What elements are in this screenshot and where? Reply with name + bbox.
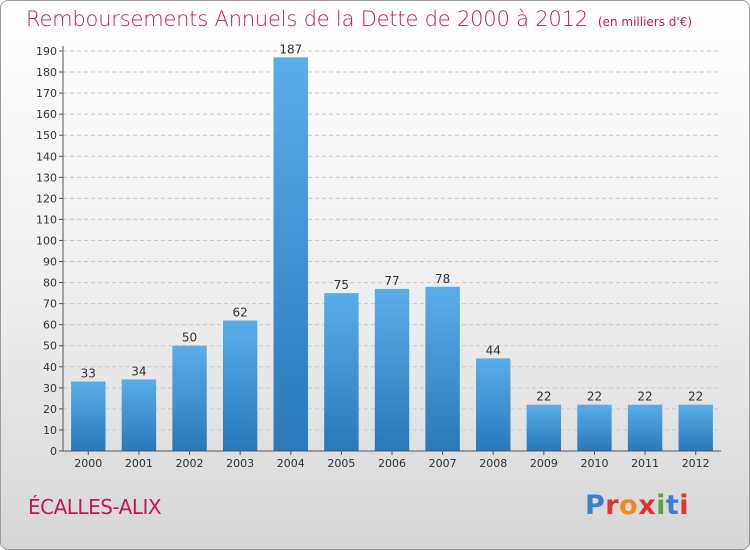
logo-letter: P (585, 490, 606, 521)
x-tick-label: 2011 (631, 457, 659, 470)
y-tick-label: 140 (36, 150, 57, 163)
bar (374, 288, 410, 451)
proxiti-logo: Proxiti (585, 490, 689, 521)
bar (627, 404, 663, 451)
y-tick-label: 160 (36, 108, 57, 121)
chart-title: Remboursements Annuels de la Dette de 20… (26, 7, 692, 31)
bar (678, 404, 713, 451)
x-tick-label: 2009 (530, 457, 558, 470)
y-tick-label: 80 (43, 277, 57, 290)
bar-value-label: 50 (182, 331, 197, 345)
y-tick-label: 10 (43, 424, 57, 437)
y-tick-label: 50 (43, 340, 57, 353)
bar (425, 286, 460, 451)
bar-value-label: 22 (536, 390, 551, 404)
logo-letter: x (638, 490, 657, 521)
x-tick-label: 2005 (327, 457, 355, 470)
y-tick-label: 30 (43, 382, 57, 395)
commune-name: ÉCALLES-ALIX (28, 495, 162, 519)
bar-value-label: 62 (233, 305, 248, 319)
bar (121, 379, 157, 451)
y-tick-label: 150 (36, 129, 57, 142)
x-tick-label: 2006 (378, 457, 406, 470)
x-tick-label: 2008 (479, 457, 507, 470)
y-tick-label: 20 (43, 403, 57, 416)
x-tick-label: 2003 (226, 457, 254, 470)
x-tick-label: 2010 (580, 457, 608, 470)
logo-letter: i (679, 490, 690, 521)
logo-letter: i (656, 490, 666, 521)
bar-value-label: 22 (637, 390, 652, 404)
bar-value-label: 78 (435, 272, 450, 286)
x-tick-label: 2004 (277, 457, 305, 470)
bar (71, 381, 106, 451)
bar (222, 320, 258, 451)
y-tick-label: 100 (36, 234, 57, 247)
x-tick-label: 2002 (176, 457, 204, 470)
bar-value-label: 187 (279, 42, 302, 56)
bar-value-label: 22 (688, 390, 703, 404)
bar-value-label: 77 (384, 274, 399, 288)
bar (324, 293, 359, 451)
bar-value-label: 33 (81, 367, 96, 381)
x-tick-label: 2001 (125, 457, 153, 470)
bar (273, 57, 308, 451)
bar (577, 404, 612, 451)
x-tick-label: 2012 (682, 457, 710, 470)
chart-title-text: Remboursements Annuels de la Dette de 20… (26, 7, 588, 31)
y-tick-label: 190 (36, 45, 57, 58)
bar (526, 404, 562, 451)
y-tick-label: 120 (36, 192, 57, 205)
chart-unit-note: (en milliers d'€) (597, 15, 693, 29)
y-tick-label: 60 (43, 319, 57, 332)
y-tick-label: 0 (50, 445, 57, 458)
bar-value-label: 22 (587, 390, 602, 404)
y-tick-label: 70 (43, 298, 57, 311)
y-tick-label: 170 (36, 87, 57, 100)
bar (476, 358, 511, 451)
bar-value-label: 44 (486, 343, 501, 357)
y-tick-label: 110 (36, 213, 57, 226)
x-tick-label: 2007 (429, 457, 457, 470)
x-tick-label: 2000 (74, 457, 102, 470)
y-tick-label: 180 (36, 66, 57, 79)
y-tick-label: 40 (43, 361, 57, 374)
logo-letter: t (665, 490, 680, 521)
logo-letter: r (605, 490, 620, 521)
bar (172, 345, 207, 451)
y-tick-label: 130 (36, 171, 57, 184)
y-tick-label: 90 (43, 256, 57, 269)
logo-letter: o (619, 490, 639, 521)
bar-value-label: 34 (131, 364, 146, 378)
bar-value-label: 75 (334, 278, 349, 292)
